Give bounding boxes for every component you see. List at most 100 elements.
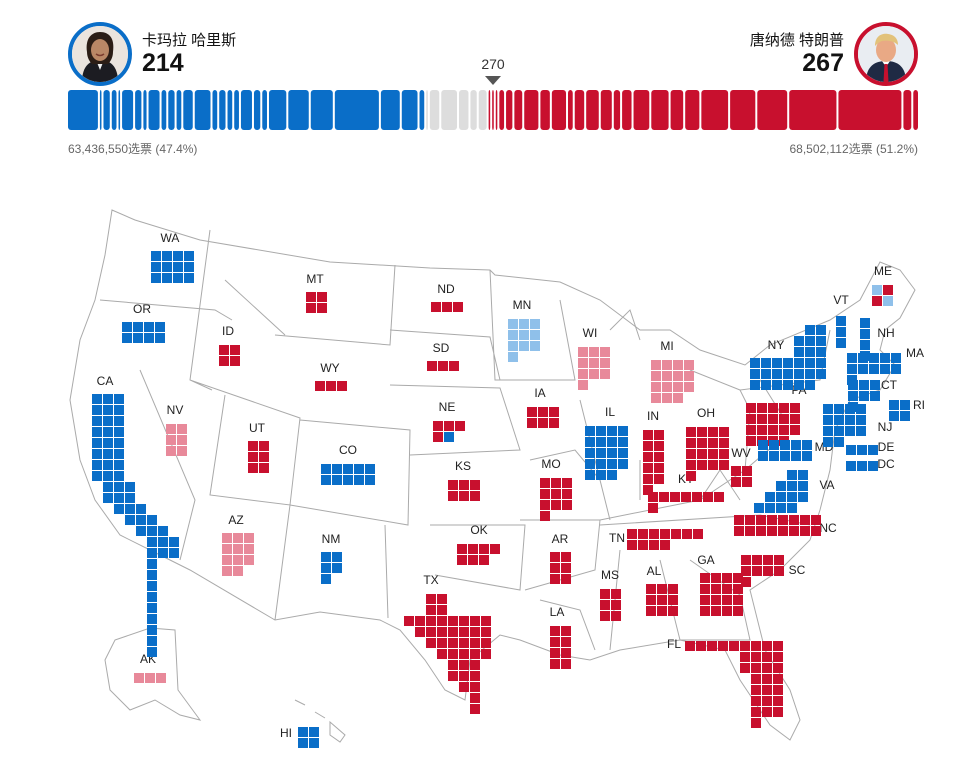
state-hi[interactable] (298, 727, 319, 748)
bar-segment[interactable] (99, 90, 102, 130)
state-ri[interactable] (889, 400, 910, 421)
bar-segment[interactable] (103, 90, 110, 130)
state-id[interactable] (219, 345, 240, 366)
state-wi[interactable] (578, 347, 610, 390)
state-mo[interactable] (540, 478, 572, 521)
state-md[interactable] (758, 440, 812, 461)
state-tx[interactable] (404, 594, 491, 714)
state-nj[interactable] (823, 404, 866, 447)
state-ky[interactable] (648, 492, 724, 513)
bar-segment[interactable] (148, 90, 160, 130)
bar-segment[interactable] (176, 90, 182, 130)
state-ms[interactable] (600, 589, 621, 621)
bar-segment[interactable] (757, 90, 788, 130)
state-ga[interactable] (700, 573, 743, 616)
state-ca[interactable] (92, 394, 179, 657)
state-de[interactable] (846, 445, 878, 455)
bar-segment[interactable] (514, 90, 523, 130)
bar-segment[interactable] (913, 90, 918, 130)
bar-segment[interactable] (789, 90, 837, 130)
bar-segment[interactable] (730, 90, 756, 130)
state-ut[interactable] (248, 441, 269, 473)
state-or[interactable] (122, 322, 165, 343)
bar-segment[interactable] (685, 90, 700, 130)
harris-summary[interactable]: 卡玛拉 哈里斯 214 (68, 22, 236, 86)
bar-segment[interactable] (334, 90, 379, 130)
bar-segment[interactable] (288, 90, 309, 130)
state-dc[interactable] (846, 461, 878, 471)
state-oh[interactable] (686, 427, 729, 481)
state-mt[interactable] (306, 292, 327, 313)
state-vt[interactable] (836, 316, 846, 348)
bar-segment[interactable] (219, 90, 226, 130)
state-nd[interactable] (431, 302, 463, 312)
bar-segment[interactable] (495, 90, 498, 130)
state-wv[interactable] (731, 466, 752, 487)
bar-segment[interactable] (574, 90, 585, 130)
state-il[interactable] (585, 426, 628, 480)
bar-segment[interactable] (194, 90, 211, 130)
bar-segment[interactable] (111, 90, 117, 130)
bar-segment[interactable] (670, 90, 684, 130)
state-nv[interactable] (166, 424, 187, 456)
bar-segment[interactable] (499, 90, 505, 130)
state-fl[interactable] (685, 641, 783, 728)
state-nm[interactable] (321, 552, 342, 584)
state-mn[interactable] (508, 319, 540, 362)
state-ok[interactable] (457, 544, 500, 565)
bar-segment[interactable] (551, 90, 567, 130)
state-me[interactable] (872, 285, 893, 306)
bar-segment[interactable] (253, 90, 261, 130)
bar-segment[interactable] (651, 90, 669, 130)
bar-segment[interactable] (118, 90, 121, 130)
bar-segment[interactable] (161, 90, 167, 130)
bar-segment[interactable] (441, 90, 457, 130)
bar-segment[interactable] (135, 90, 142, 130)
bar-segment[interactable] (262, 90, 267, 130)
bar-segment[interactable] (168, 90, 175, 130)
bar-segment[interactable] (838, 90, 902, 130)
trump-summary[interactable]: 唐纳德 特朗普 267 (750, 22, 918, 86)
bar-segment[interactable] (380, 90, 400, 130)
bar-segment[interactable] (426, 90, 428, 130)
bar-segment[interactable] (613, 90, 621, 130)
bar-segment[interactable] (143, 90, 147, 130)
state-nc[interactable] (734, 515, 821, 536)
state-va[interactable] (754, 470, 808, 513)
state-ar[interactable] (550, 552, 571, 584)
state-co[interactable] (321, 464, 375, 485)
bar-segment[interactable] (419, 90, 425, 130)
bar-segment[interactable] (492, 90, 494, 130)
bar-segment[interactable] (310, 90, 333, 130)
bar-segment[interactable] (227, 90, 233, 130)
bar-segment[interactable] (470, 90, 477, 130)
state-tn[interactable] (627, 529, 703, 550)
bar-segment[interactable] (183, 90, 193, 130)
bar-segment[interactable] (488, 90, 491, 130)
bar-segment[interactable] (68, 90, 98, 130)
bar-segment[interactable] (600, 90, 612, 130)
bar-segment[interactable] (268, 90, 287, 130)
bar-segment[interactable] (622, 90, 632, 130)
state-la[interactable] (550, 626, 571, 669)
state-ia[interactable] (527, 407, 559, 428)
bar-segment[interactable] (568, 90, 573, 130)
state-ny[interactable] (750, 325, 826, 390)
state-in[interactable] (643, 430, 664, 495)
state-wa[interactable] (151, 251, 194, 283)
bar-segment[interactable] (459, 90, 469, 130)
state-az[interactable] (222, 533, 254, 576)
state-ks[interactable] (448, 480, 480, 501)
bar-segment[interactable] (401, 90, 418, 130)
state-ne[interactable] (433, 421, 465, 442)
bar-segment[interactable] (429, 90, 440, 130)
state-al[interactable] (646, 584, 678, 616)
state-pa[interactable] (746, 403, 800, 446)
bar-segment[interactable] (633, 90, 650, 130)
state-mi[interactable] (651, 360, 694, 403)
bar-segment[interactable] (540, 90, 550, 130)
state-wy[interactable] (315, 381, 347, 391)
bar-segment[interactable] (122, 90, 134, 130)
bar-segment[interactable] (586, 90, 599, 130)
bar-segment[interactable] (524, 90, 539, 130)
